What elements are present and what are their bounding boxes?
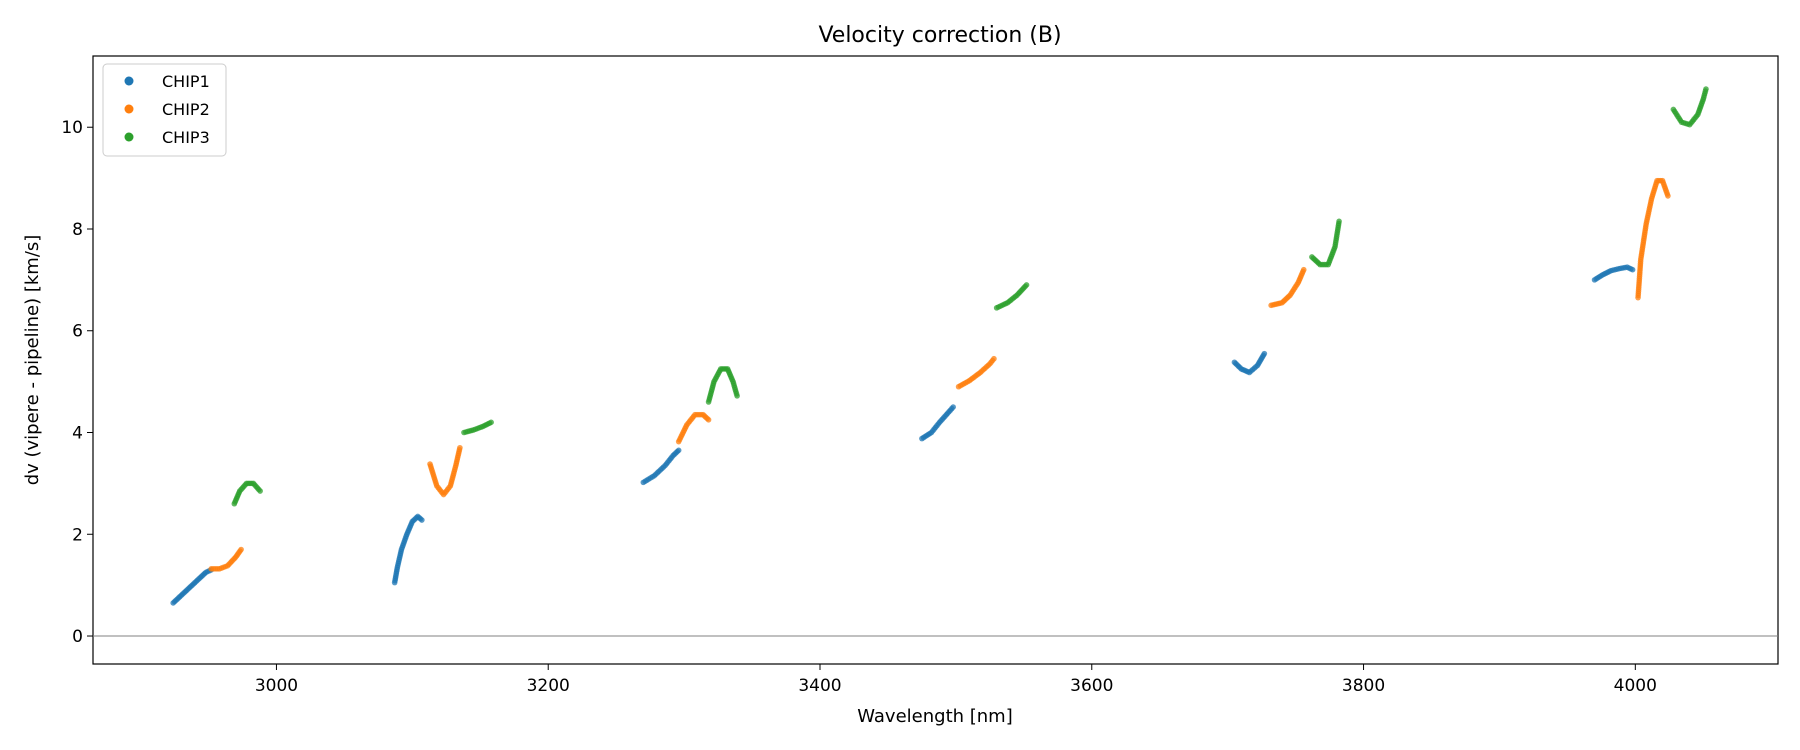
- y-tick-label: 6: [72, 322, 83, 342]
- series-layer: [170, 86, 1709, 606]
- series-chip2: [208, 177, 1671, 572]
- legend-label-chip2: CHIP2: [162, 100, 210, 119]
- data-point: [257, 488, 263, 494]
- data-point: [1023, 282, 1030, 288]
- data-point: [705, 416, 712, 423]
- x-tick-label: 3600: [1070, 676, 1113, 696]
- x-tick-label: 3000: [255, 676, 298, 696]
- x-tick-label: 4000: [1614, 676, 1657, 696]
- data-point: [675, 447, 682, 454]
- legend-label-chip1: CHIP1: [162, 72, 210, 91]
- series-segment: [1591, 264, 1636, 283]
- series-segment: [1635, 177, 1671, 301]
- series-segment: [208, 546, 244, 572]
- legend-label-chip3: CHIP3: [162, 128, 210, 147]
- data-point: [950, 404, 956, 410]
- x-axis-ticks: 3000 3200 3400 3600 3800 4000: [255, 664, 1657, 696]
- plot-area: 3000 3200 3400 3600 3800 4000 0 2 4 6 8 10: [61, 55, 1779, 696]
- y-axis-label: dv (vipere - pipeline) [km/s]: [22, 235, 43, 486]
- series-segment: [391, 513, 425, 586]
- data-point: [457, 444, 463, 451]
- series-segment: [919, 404, 956, 442]
- x-tick-label: 3800: [1342, 676, 1385, 696]
- series-segment: [705, 366, 740, 405]
- legend-marker-chip2: [124, 104, 134, 114]
- y-axis-ticks: 0 2 4 6 8 10: [61, 118, 93, 647]
- data-point: [1629, 266, 1636, 273]
- x-tick-label: 3400: [798, 676, 841, 696]
- series-segment: [231, 480, 263, 507]
- series-segment: [461, 419, 494, 436]
- series-segment: [955, 355, 997, 390]
- series-segment: [675, 411, 712, 445]
- series-chip1: [170, 264, 1636, 606]
- y-tick-label: 10: [61, 118, 83, 138]
- plot-frame: [92, 55, 1779, 665]
- series-segment: [1231, 350, 1268, 376]
- data-point: [991, 355, 997, 362]
- y-tick-label: 4: [72, 424, 83, 444]
- series-segment: [170, 567, 215, 606]
- series-chip3: [231, 86, 1709, 507]
- x-tick-label: 3200: [527, 676, 570, 696]
- x-axis-label: Wavelength [nm]: [857, 706, 1013, 727]
- series-segment: [993, 282, 1030, 311]
- y-tick-label: 8: [72, 220, 83, 240]
- series-segment: [640, 447, 682, 486]
- series-segment: [427, 444, 463, 498]
- legend-marker-chip1: [124, 76, 134, 86]
- data-point: [1703, 86, 1709, 92]
- series-segment: [1670, 86, 1709, 128]
- data-point: [488, 419, 494, 426]
- data-point: [419, 517, 425, 523]
- chart-title: Velocity correction (B): [818, 23, 1061, 48]
- legend-marker-chip3: [124, 132, 134, 142]
- data-point: [1665, 193, 1671, 199]
- data-point: [1300, 266, 1307, 273]
- data-point: [238, 546, 244, 553]
- legend-box: [102, 63, 227, 157]
- y-tick-label: 2: [72, 525, 83, 545]
- data-point: [1261, 350, 1268, 357]
- data-point: [734, 393, 740, 399]
- series-segment: [1268, 266, 1307, 309]
- data-point: [1336, 218, 1342, 225]
- series-segment: [1309, 218, 1342, 268]
- y-tick-label: 0: [72, 627, 83, 647]
- legend: CHIP1 CHIP2 CHIP3: [102, 63, 227, 157]
